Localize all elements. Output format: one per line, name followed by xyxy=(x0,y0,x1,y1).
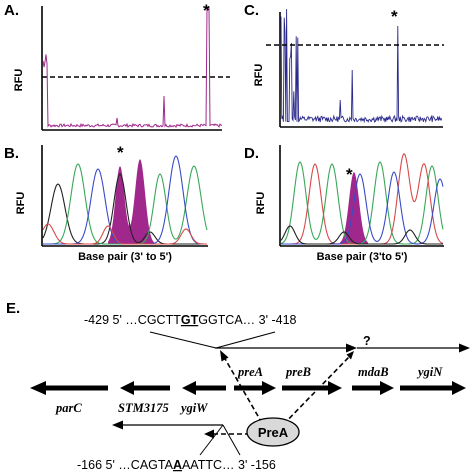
gene-arrow-ygiw xyxy=(182,381,226,395)
panel-b-magenta-peaks xyxy=(108,159,154,244)
prea-regulation-arrows xyxy=(204,350,354,439)
gene-label-prea: preA xyxy=(237,365,263,379)
top-binding-site: GT xyxy=(181,313,199,327)
gene-label-ygiw: ygiW xyxy=(179,401,208,415)
panel-label-e: E. xyxy=(6,300,20,317)
panel-b-ylabel: RFU xyxy=(15,192,27,215)
gene-map xyxy=(30,381,466,395)
dashed-arrow-to-mdab-promoter xyxy=(277,356,350,431)
panel-c-ylabel: RFU xyxy=(253,64,265,87)
panel-a-ylabel: RFU xyxy=(13,69,25,92)
upper-transcript-arrow xyxy=(215,343,470,353)
panel-b-chromatogram xyxy=(41,145,208,247)
panel-b-star: * xyxy=(117,143,124,162)
panel-d-star: * xyxy=(346,165,353,184)
gene-arrow-stm3175 xyxy=(120,381,170,395)
gene-label-ygin: ygiN xyxy=(416,365,443,379)
top-callout-left xyxy=(149,331,217,349)
prea-regulator-label: PreA xyxy=(258,425,289,440)
gene-arrow-parc xyxy=(30,381,108,395)
panel-d-chromatogram xyxy=(279,145,444,247)
gene-label-stm3175: STM3175 xyxy=(118,401,169,415)
bottom-callout-right xyxy=(222,424,241,456)
panel-a-trace xyxy=(42,7,223,128)
top-callout-right xyxy=(215,331,276,349)
panel-label-d: D. xyxy=(244,145,259,162)
gene-label-parc: parC xyxy=(55,401,82,415)
prea-regulator-ellipse xyxy=(246,417,300,447)
gene-arrow-ygin xyxy=(400,381,466,395)
gene-label-preb: preB xyxy=(285,365,311,379)
panel-a-star: * xyxy=(203,1,210,20)
gene-arrow-mdab xyxy=(352,381,394,395)
panel-c-trace xyxy=(280,9,443,124)
bottom-sequence: -166 5' …CAGTAAAATTC… 3' -156 xyxy=(77,458,276,472)
panel-c-star: * xyxy=(391,7,398,26)
panel-d-xlabel: Base pair (3'to 5') xyxy=(317,251,408,263)
panel-d-magenta-peak xyxy=(340,172,368,244)
panel-label-a: A. xyxy=(4,2,19,19)
dashed-arrow-to-prea-promoter xyxy=(223,356,267,431)
panel-d-ylabel: RFU xyxy=(255,192,267,215)
panel-b-traces xyxy=(42,155,208,245)
top-sequence: -429 5' …CGCTTGTGGTCA… 3' -418 xyxy=(84,313,297,327)
panel-b-xlabel: Base pair (3' to 5') xyxy=(78,251,172,263)
panel-d-traces xyxy=(280,152,444,245)
bottom-callout-left xyxy=(199,424,224,456)
panel-label-b: B. xyxy=(4,145,19,162)
bottom-binding-site: A xyxy=(173,458,182,472)
gene-arrow-prea xyxy=(234,381,276,395)
panel-label-c: C. xyxy=(244,2,259,19)
unknown-promoter-mark: ? xyxy=(363,334,371,348)
lower-transcript-arrow xyxy=(112,420,223,430)
gene-label-mdab: mdaB xyxy=(358,365,389,379)
panel-c-plot xyxy=(266,9,444,128)
panel-a-plot xyxy=(41,6,230,131)
gene-arrow-preb xyxy=(282,381,342,395)
